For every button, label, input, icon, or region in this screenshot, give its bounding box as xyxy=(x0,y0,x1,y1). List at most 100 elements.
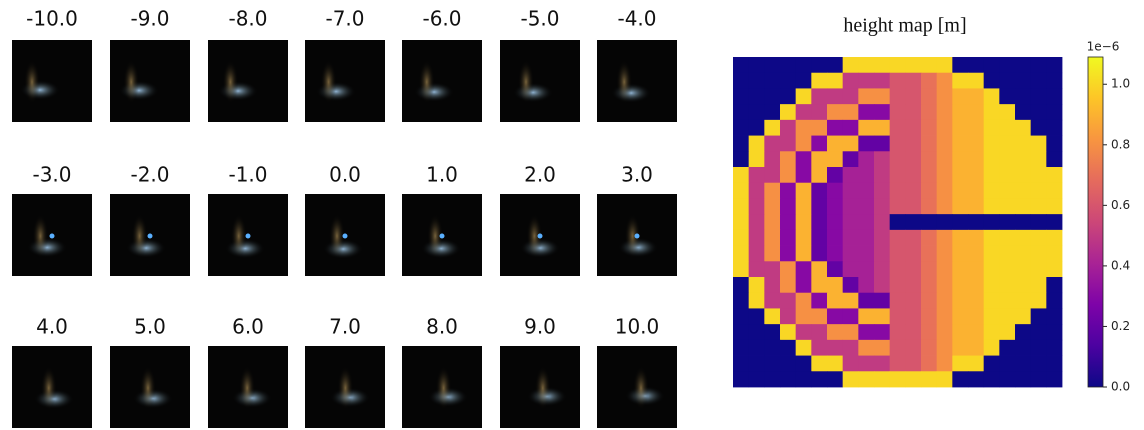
page: {"panels": {"labels": ["-10.0","-9.0","-… xyxy=(0,0,1144,430)
psf-spot xyxy=(148,234,153,239)
heatmap-cell xyxy=(1031,261,1047,277)
heatmap-cell xyxy=(890,183,906,199)
heatmap-cell xyxy=(905,214,921,230)
heatmap-cell xyxy=(811,214,827,230)
heatmap-cell xyxy=(1031,167,1047,183)
heatmap-cell xyxy=(796,183,812,199)
heatmap-cell xyxy=(905,198,921,214)
heatmap-cell xyxy=(749,324,765,340)
heatmap-cell xyxy=(1015,183,1031,199)
heatmap-cell xyxy=(890,246,906,262)
heatmap-cell xyxy=(764,230,780,246)
heatmap-cell xyxy=(984,183,1000,199)
heatmap-title: height map [m] xyxy=(843,15,966,37)
heatmap-cell xyxy=(733,73,749,89)
heatmap-cell xyxy=(827,151,843,167)
heatmap-cell xyxy=(1046,151,1062,167)
heatmap-cell xyxy=(733,277,749,293)
heatmap-cell xyxy=(1031,340,1047,356)
heatmap-cell xyxy=(984,230,1000,246)
psf-blob xyxy=(231,214,247,258)
heatmap-cell xyxy=(937,183,953,199)
heatmap-cell xyxy=(858,324,874,340)
heatmap-cell xyxy=(999,308,1015,324)
heatmap-cell xyxy=(874,246,890,262)
heatmap-cell xyxy=(984,120,1000,136)
heatmap-cell xyxy=(890,88,906,104)
heatmap-cell xyxy=(999,88,1015,104)
heatmap-cell xyxy=(921,88,937,104)
heatmap-cell xyxy=(952,198,968,214)
heatmap-cell xyxy=(733,136,749,152)
heatmap-cell xyxy=(733,214,749,230)
heatmap-cell xyxy=(843,120,859,136)
heatmap-cell xyxy=(999,167,1015,183)
heatmap-cell xyxy=(921,136,937,152)
heatmap-cell xyxy=(874,371,890,387)
heatmap-cell xyxy=(749,183,765,199)
heatmap-cell xyxy=(843,324,859,340)
heatmap-cell xyxy=(749,167,765,183)
heatmap-cell xyxy=(780,151,796,167)
heatmap-cell xyxy=(780,183,796,199)
heatmap-cell xyxy=(968,57,984,73)
heatmap-cell xyxy=(874,340,890,356)
heatmap-cell xyxy=(811,261,827,277)
heatmap-cell xyxy=(937,246,953,262)
heatmap-cell xyxy=(749,246,765,262)
heatmap-cell xyxy=(1046,308,1062,324)
heatmap-cell xyxy=(796,151,812,167)
psf-spot xyxy=(538,234,543,239)
heatmap-cell xyxy=(843,340,859,356)
heatmap-cell xyxy=(764,246,780,262)
heatmap-cell xyxy=(780,88,796,104)
heatmap-cell xyxy=(1046,198,1062,214)
heatmap-cell xyxy=(921,324,937,340)
heatmap-cell xyxy=(811,104,827,120)
heatmap-cell xyxy=(811,293,827,309)
heatmap-cell xyxy=(764,57,780,73)
heatmap-cell xyxy=(984,356,1000,372)
heatmap-cell xyxy=(827,183,843,199)
heatmap-cell xyxy=(796,214,812,230)
heatmap-cell xyxy=(764,214,780,230)
psf-label: 3.0 xyxy=(621,163,653,187)
heatmap-cell xyxy=(999,230,1015,246)
heatmap-cell xyxy=(952,183,968,199)
heatmap-cell xyxy=(890,151,906,167)
heatmap-cell xyxy=(780,214,796,230)
heatmap-cell xyxy=(1046,324,1062,340)
heatmap-cell xyxy=(952,246,968,262)
heatmap-cell xyxy=(858,198,874,214)
heatmap-cell xyxy=(1015,167,1031,183)
heatmap-cell xyxy=(921,308,937,324)
colorbar-tick-label: 0.2 xyxy=(1111,319,1130,333)
heatmap-cell xyxy=(858,230,874,246)
figure: -10.0-9.0-8.0-7.0-6.0-5.0-4.0-3.0-2.0-1.… xyxy=(0,0,1144,430)
heatmap-cell xyxy=(921,371,937,387)
heatmap-cell xyxy=(1031,73,1047,89)
psf-blob xyxy=(337,366,353,410)
heatmap-cell xyxy=(843,293,859,309)
heatmap-cell xyxy=(764,340,780,356)
heatmap-cell xyxy=(796,167,812,183)
heatmap-cell xyxy=(905,167,921,183)
heatmap-cell xyxy=(858,104,874,120)
heatmap-cell xyxy=(1046,214,1062,230)
psf-label: -3.0 xyxy=(32,163,71,187)
heatmap-cell xyxy=(874,356,890,372)
heatmap-cell xyxy=(921,230,937,246)
heatmap-cell xyxy=(984,136,1000,152)
heatmap-cell xyxy=(749,230,765,246)
heatmap-cell xyxy=(796,293,812,309)
heatmap-cell xyxy=(843,88,859,104)
heatmap-cell xyxy=(827,356,843,372)
heatmap-cell xyxy=(796,120,812,136)
heatmap-cell xyxy=(733,57,749,73)
heatmap-cell xyxy=(921,104,937,120)
psf-spot xyxy=(246,234,251,239)
heatmap-cell xyxy=(937,57,953,73)
heatmap-cell xyxy=(984,246,1000,262)
heatmap-cell xyxy=(968,104,984,120)
heatmap-cell xyxy=(811,356,827,372)
